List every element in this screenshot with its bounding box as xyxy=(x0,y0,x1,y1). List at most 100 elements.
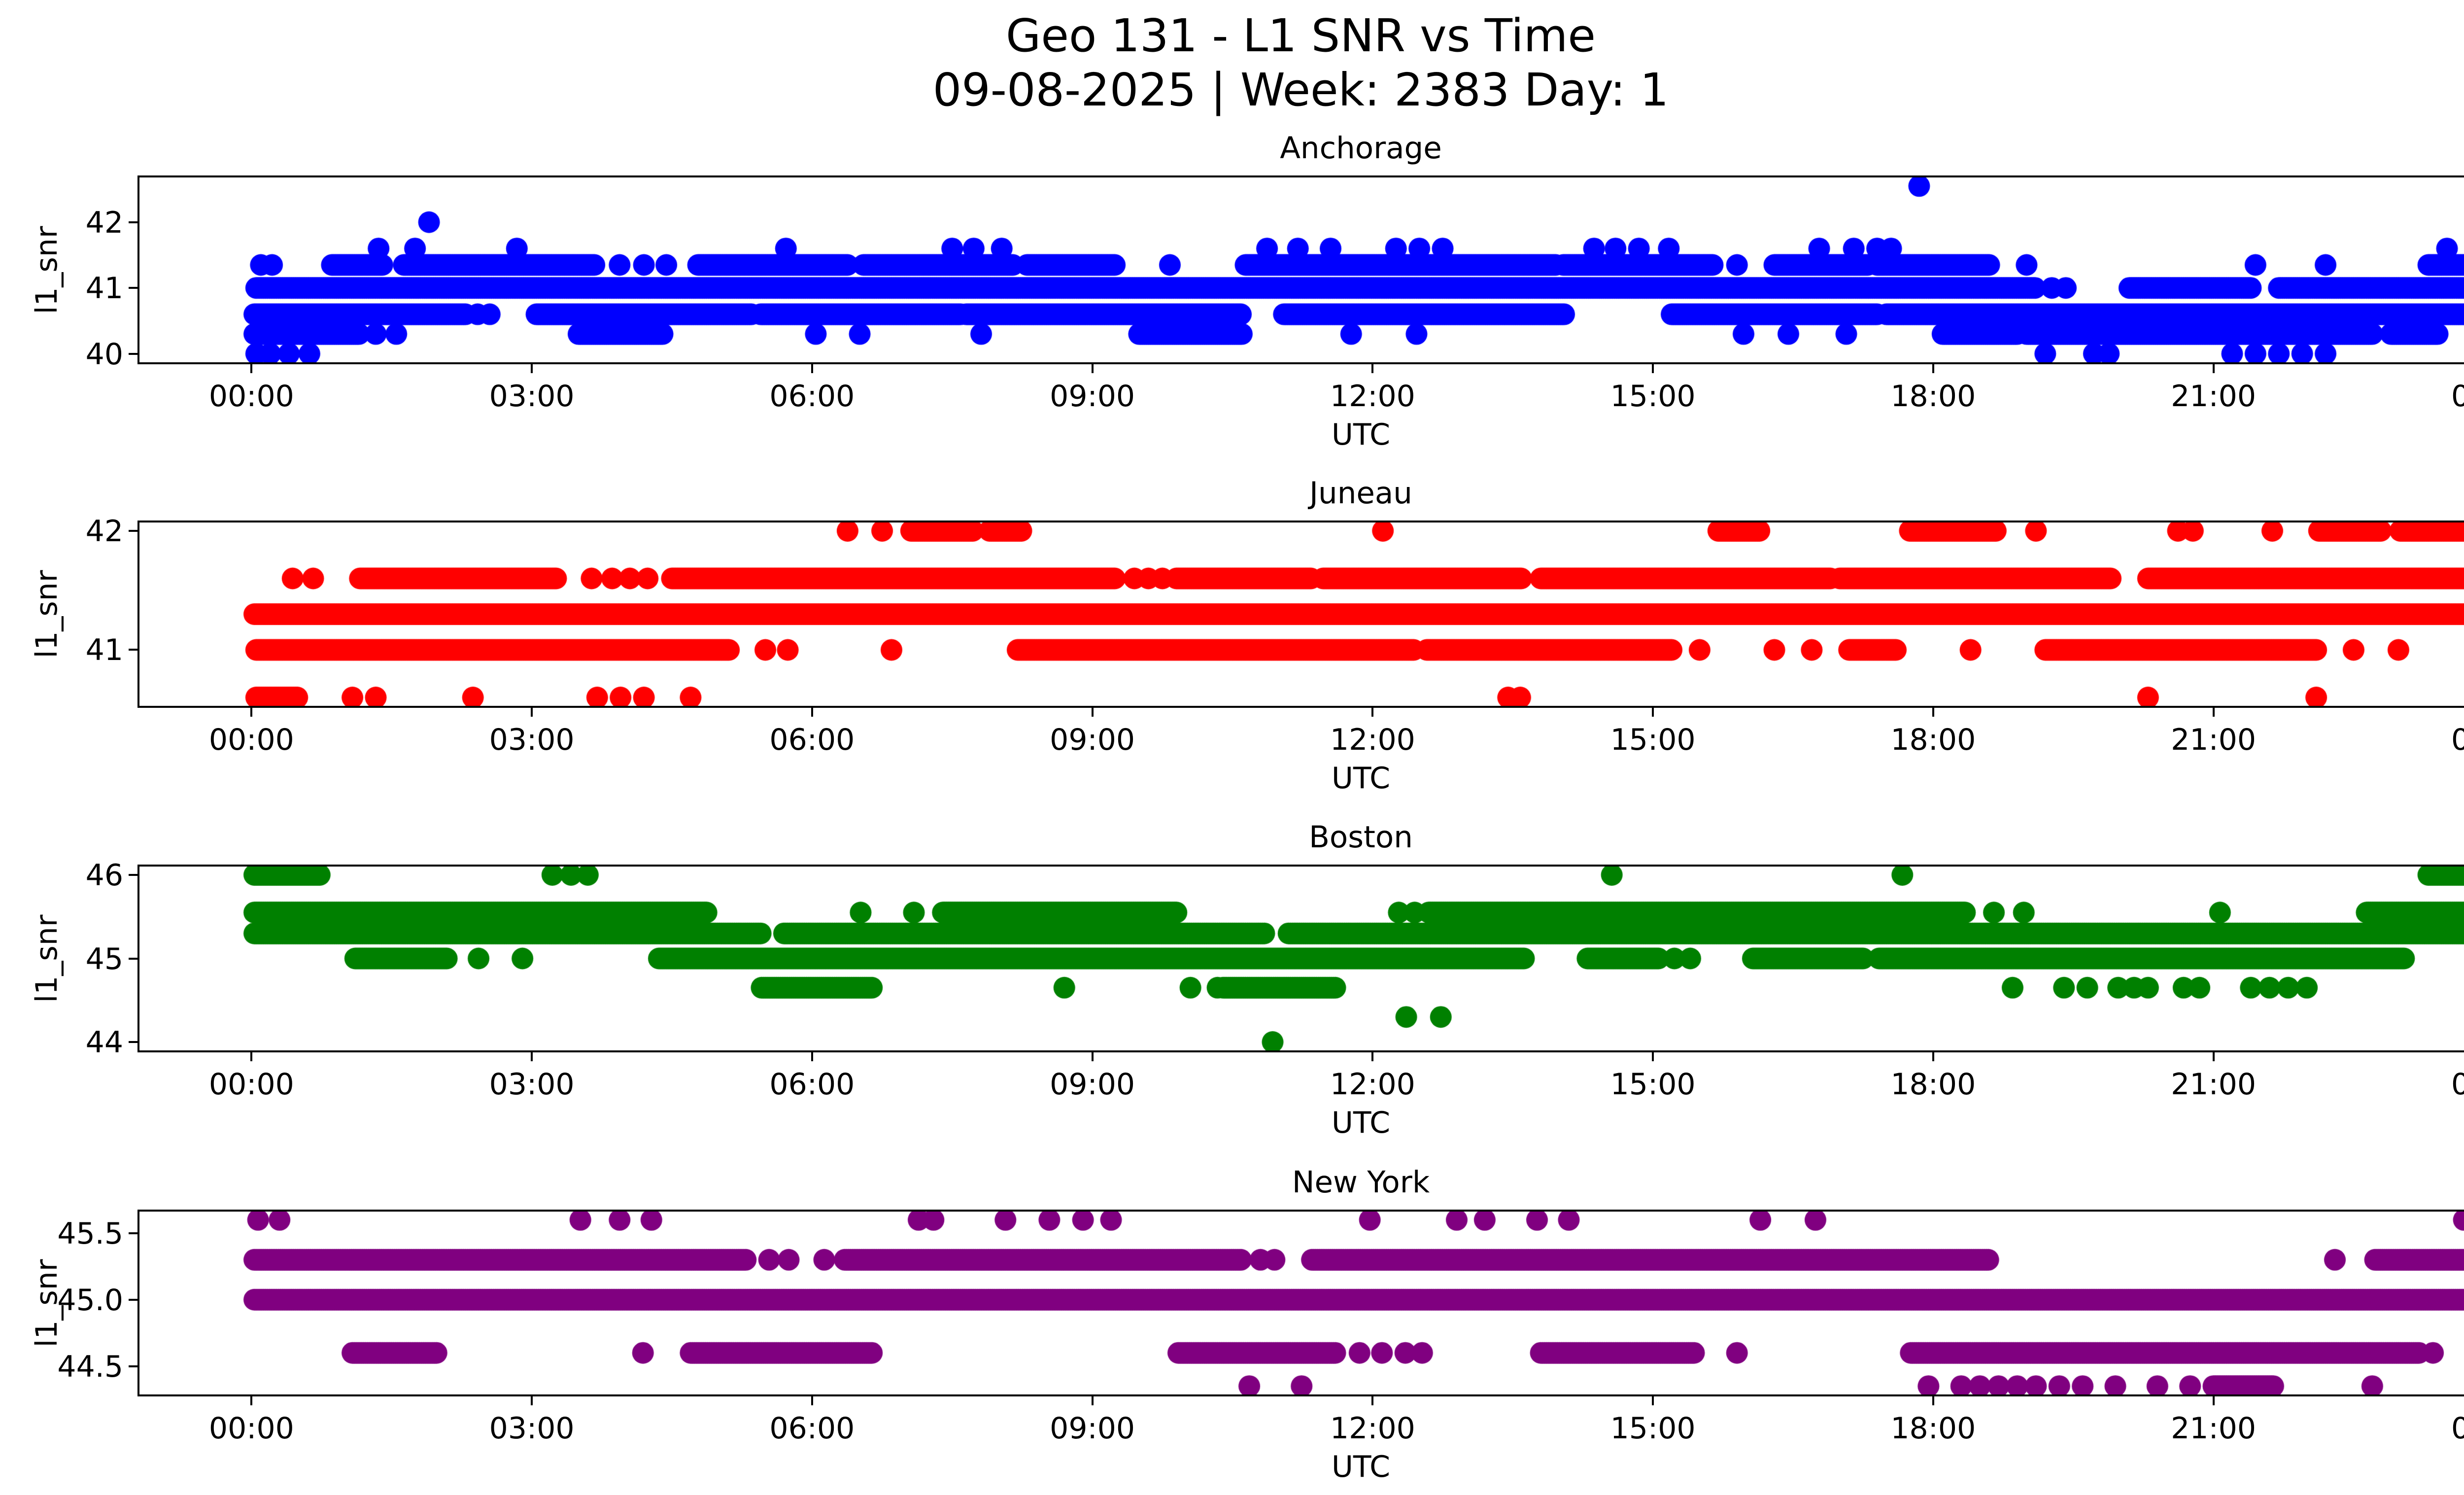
y-tick-mark xyxy=(129,649,137,651)
y-axis-label: l1_snr xyxy=(30,914,64,1003)
x-tick-label: 09:00 xyxy=(1050,723,1135,757)
x-tick-mark xyxy=(2212,364,2215,373)
y-tick-label: 45.0 xyxy=(57,1283,123,1318)
y-tick-mark xyxy=(129,1232,137,1234)
x-tick-mark xyxy=(811,1396,813,1405)
y-axis-label: l1_snr xyxy=(30,570,64,659)
y-tick-mark xyxy=(129,957,137,960)
y-tick-mark xyxy=(129,873,137,876)
y-tick-label: 44 xyxy=(85,1025,123,1060)
x-tick-label: 03:00 xyxy=(489,723,575,757)
y-tick-label: 46 xyxy=(85,858,123,893)
y-tick-mark xyxy=(129,1365,137,1367)
y-tick-mark xyxy=(129,1298,137,1301)
x-tick-label: 06:00 xyxy=(769,1067,855,1102)
x-tick-label: 00:00 xyxy=(2451,723,2464,757)
x-tick-label: 06:00 xyxy=(769,723,855,757)
y-tick-mark xyxy=(129,529,137,532)
figure-title-line2: 09-08-2025 | Week: 2383 Day: 1 xyxy=(932,64,1669,116)
x-tick-mark xyxy=(1091,708,1094,717)
y-tick-label: 41 xyxy=(85,633,123,668)
x-tick-mark xyxy=(1932,1052,1934,1061)
x-tick-mark xyxy=(1932,708,1934,717)
x-tick-mark xyxy=(811,364,813,373)
x-axis-label: UTC xyxy=(1332,1450,1390,1484)
plot-area-new-york xyxy=(137,1210,2464,1396)
x-tick-label: 12:00 xyxy=(1330,1411,1415,1446)
x-tick-mark xyxy=(2212,1052,2215,1061)
x-tick-label: 09:00 xyxy=(1050,1411,1135,1446)
x-tick-mark xyxy=(1932,364,1934,373)
x-tick-label: 03:00 xyxy=(489,1411,575,1446)
x-tick-label: 18:00 xyxy=(1890,1411,1976,1446)
x-tick-mark xyxy=(531,1052,533,1061)
scatter-canvas-boston xyxy=(139,867,2464,1050)
x-tick-label: 15:00 xyxy=(1610,1067,1696,1102)
y-tick-label: 42 xyxy=(85,205,123,240)
x-tick-label: 00:00 xyxy=(2451,1411,2464,1446)
y-tick-mark xyxy=(129,352,137,355)
x-tick-mark xyxy=(1652,1396,1654,1405)
x-tick-mark xyxy=(250,708,253,717)
x-tick-label: 00:00 xyxy=(208,723,294,757)
y-tick-mark xyxy=(129,221,137,223)
x-tick-label: 06:00 xyxy=(769,1411,855,1446)
plot-area-juneau xyxy=(137,521,2464,708)
x-tick-label: 09:00 xyxy=(1050,1067,1135,1102)
x-tick-mark xyxy=(1091,1396,1094,1405)
x-tick-label: 18:00 xyxy=(1890,723,1976,757)
scatter-canvas-juneau xyxy=(139,522,2464,706)
x-tick-mark xyxy=(531,1396,533,1405)
x-tick-label: 21:00 xyxy=(2171,1411,2257,1446)
plot-area-boston xyxy=(137,865,2464,1052)
x-tick-mark xyxy=(531,708,533,717)
y-tick-mark xyxy=(129,1041,137,1043)
scatter-canvas-anchorage xyxy=(139,177,2464,362)
y-tick-label: 42 xyxy=(85,514,123,549)
y-tick-label: 41 xyxy=(85,271,123,306)
y-axis-label: l1_snr xyxy=(30,226,64,314)
subplot-title-boston: Boston xyxy=(1309,820,1413,855)
y-tick-label: 45.5 xyxy=(57,1216,123,1251)
x-tick-mark xyxy=(811,708,813,717)
x-tick-label: 15:00 xyxy=(1610,379,1696,414)
y-tick-label: 45 xyxy=(85,941,123,976)
subplot-title-juneau: Juneau xyxy=(1309,476,1412,511)
x-tick-label: 09:00 xyxy=(1050,379,1135,414)
y-tick-mark xyxy=(129,287,137,289)
x-tick-label: 18:00 xyxy=(1890,379,1976,414)
x-tick-mark xyxy=(1371,1396,1374,1405)
y-tick-label: 40 xyxy=(85,337,123,372)
x-tick-label: 15:00 xyxy=(1610,1411,1696,1446)
x-tick-label: 00:00 xyxy=(2451,1067,2464,1102)
x-tick-mark xyxy=(1371,1052,1374,1061)
x-tick-label: 00:00 xyxy=(208,1067,294,1102)
x-tick-mark xyxy=(531,364,533,373)
x-tick-label: 00:00 xyxy=(208,1411,294,1446)
x-tick-mark xyxy=(811,1052,813,1061)
x-tick-mark xyxy=(1652,364,1654,373)
x-tick-label: 21:00 xyxy=(2171,1067,2257,1102)
x-tick-label: 21:00 xyxy=(2171,723,2257,757)
x-tick-label: 03:00 xyxy=(489,379,575,414)
x-tick-mark xyxy=(2212,708,2215,717)
x-tick-label: 21:00 xyxy=(2171,379,2257,414)
x-tick-mark xyxy=(1091,1052,1094,1061)
figure-title-line1: Geo 131 - L1 SNR vs Time xyxy=(1006,9,1596,62)
x-tick-label: 06:00 xyxy=(769,379,855,414)
x-tick-label: 12:00 xyxy=(1330,723,1415,757)
x-tick-mark xyxy=(250,364,253,373)
x-tick-mark xyxy=(1652,1052,1654,1061)
x-tick-mark xyxy=(1091,364,1094,373)
x-tick-mark xyxy=(1932,1396,1934,1405)
x-tick-mark xyxy=(250,1052,253,1061)
x-tick-label: 15:00 xyxy=(1610,723,1696,757)
x-tick-label: 18:00 xyxy=(1890,1067,1976,1102)
y-tick-label: 44.5 xyxy=(57,1349,123,1384)
scatter-canvas-new-york xyxy=(139,1212,2464,1394)
subplot-title-new-york: New York xyxy=(1292,1165,1430,1200)
x-tick-mark xyxy=(1652,708,1654,717)
x-tick-label: 12:00 xyxy=(1330,379,1415,414)
x-tick-label: 00:00 xyxy=(208,379,294,414)
